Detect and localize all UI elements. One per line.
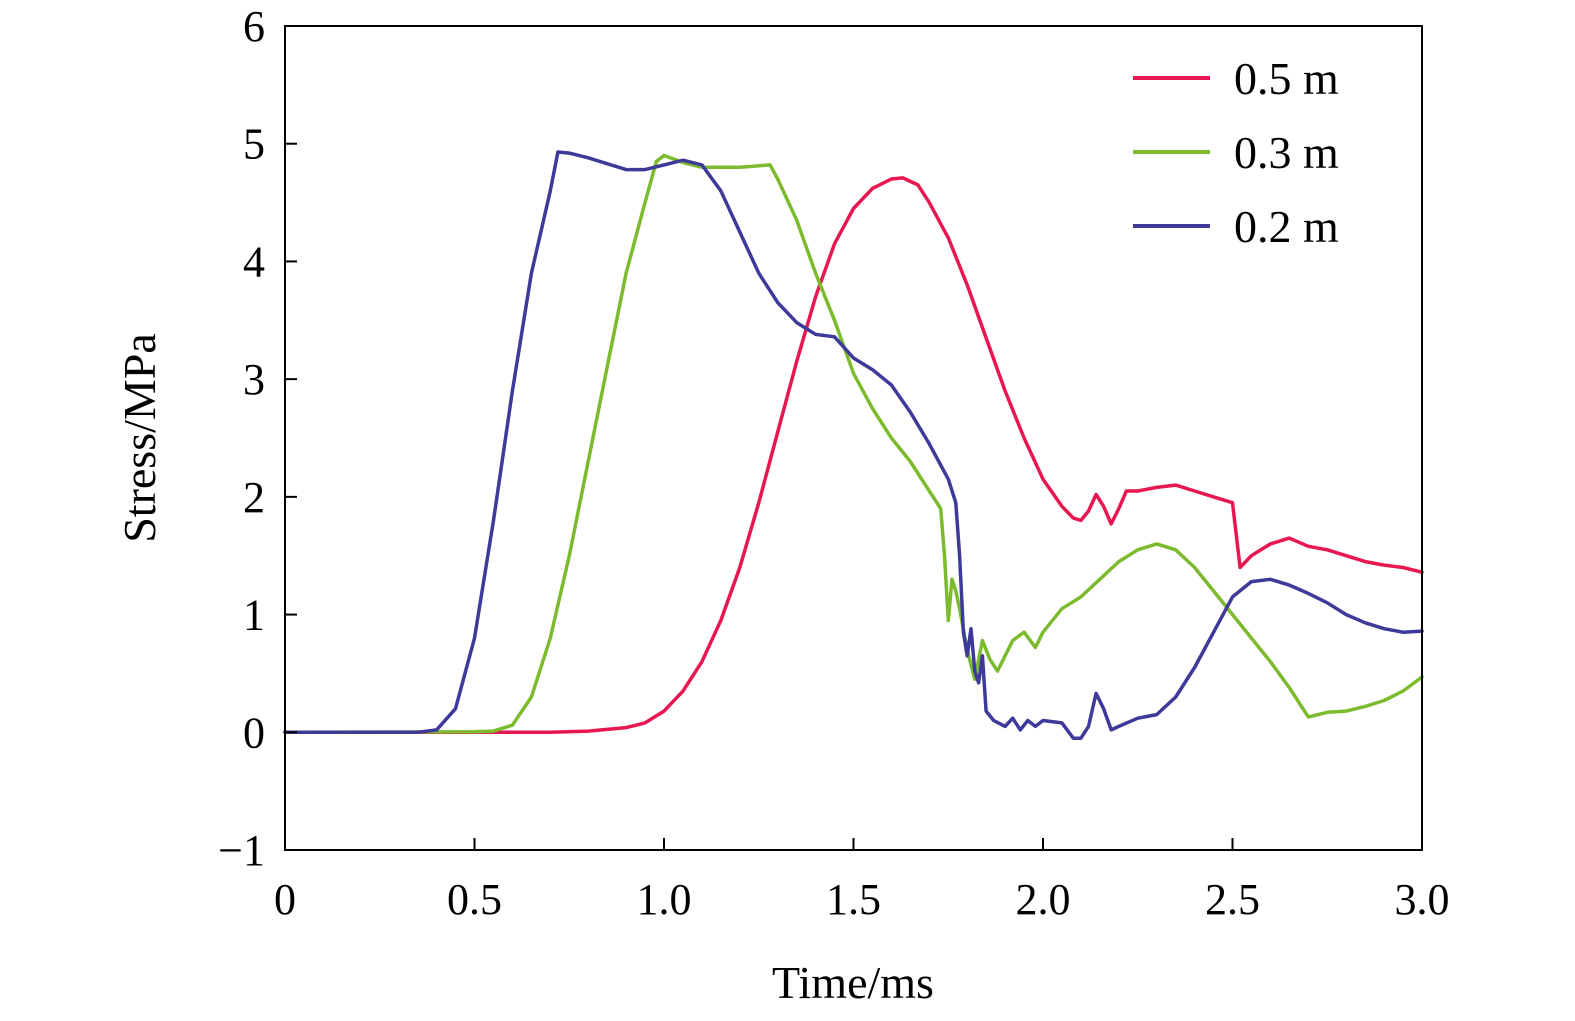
- y-tick-label: 3: [243, 355, 265, 404]
- y-tick-label: 1: [243, 591, 265, 640]
- series-line-0-3m: [283, 153, 1424, 735]
- x-axis-label: Time/ms: [772, 957, 934, 1008]
- legend: 0.5 m 0.3 m 0.2 m: [1133, 53, 1339, 252]
- legend-label: 0.2 m: [1234, 201, 1339, 252]
- y-tick-label: 6: [243, 2, 265, 51]
- y-axis-label: Stress/MPa: [114, 333, 165, 543]
- series-line-0-2m: [283, 150, 1424, 740]
- legend-label: 0.5 m: [1234, 53, 1339, 104]
- x-tick-label: 0: [274, 875, 296, 924]
- series-line-0-5m: [283, 176, 1424, 735]
- y-tick-label: 5: [243, 120, 265, 169]
- series-layer: [283, 150, 1424, 740]
- y-tick-label: 2: [243, 473, 265, 522]
- y-tick-label: 0: [243, 708, 265, 757]
- y-tick-label: 4: [243, 237, 265, 286]
- x-tick-label: 2.5: [1205, 875, 1260, 924]
- y-tick-label: −1: [218, 826, 265, 875]
- x-tick-label: 0.5: [447, 875, 502, 924]
- x-tick-label: 1.5: [826, 875, 881, 924]
- legend-label: 0.3 m: [1234, 127, 1339, 178]
- x-tick-label: 3.0: [1395, 875, 1450, 924]
- x-tick-label: 2.0: [1016, 875, 1071, 924]
- x-tick-label: 1.0: [637, 875, 692, 924]
